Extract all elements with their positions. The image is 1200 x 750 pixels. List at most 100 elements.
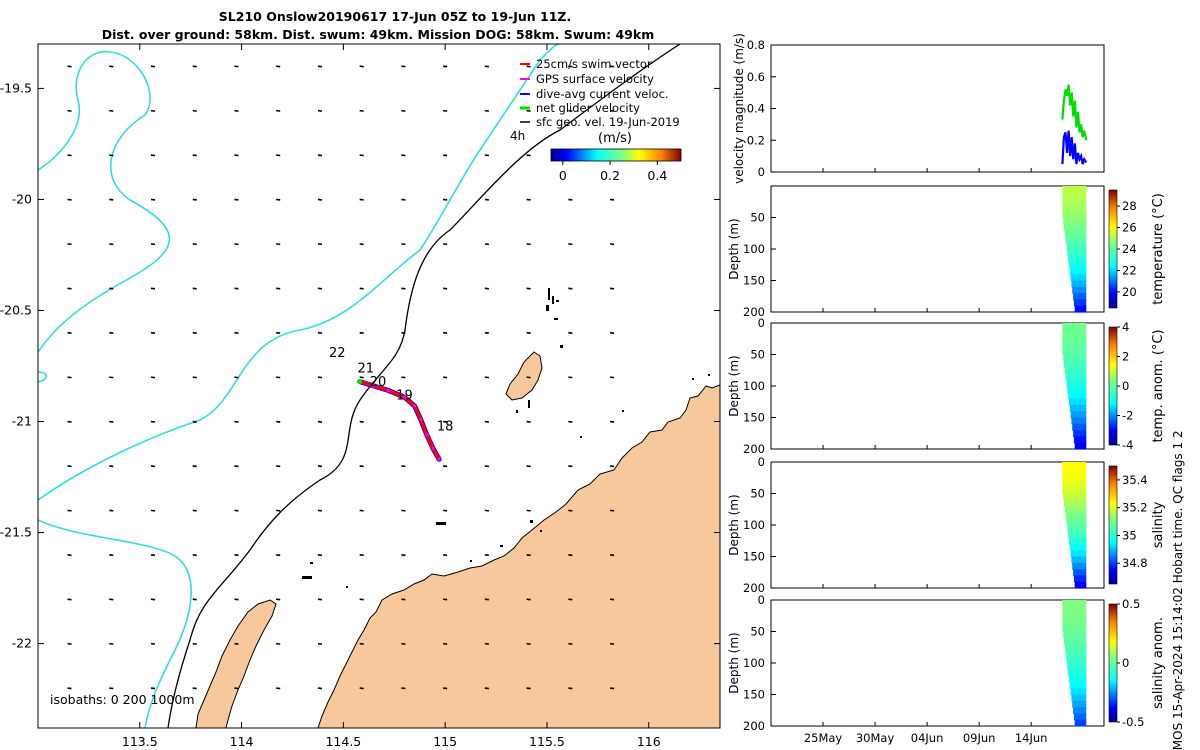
sfc-geo-velocity-arrow: [526, 553, 531, 557]
gps-fix-point: [372, 384, 376, 388]
heatmap-cell: [1062, 329, 1087, 337]
sfc-geo-velocity-arrow: [234, 243, 239, 246]
sfc-geo-velocity-arrow: [484, 331, 489, 334]
sfc-geo-velocity-arrow: [484, 420, 489, 423]
sfc-geo-velocity-arrow: [401, 553, 406, 557]
heatmap-cell: [1069, 267, 1087, 275]
sfc-geo-velocity-arrow: [109, 109, 114, 112]
sfc-geo-velocity-arrow: [443, 687, 448, 690]
sfc-geo-velocity-arrow: [484, 65, 489, 68]
sfc-geo-velocity-arrow: [234, 331, 239, 334]
heatmap-cell: [1071, 694, 1087, 702]
glider-track: [357, 379, 442, 462]
sfc-geo-velocity-arrow: [192, 109, 197, 112]
heatmap-cell: [1064, 367, 1087, 374]
sfc-geo-velocity-arrow: [359, 287, 364, 290]
sfc-geo-velocity-arrow: [609, 65, 615, 68]
panel-y-label: Depth (m): [727, 218, 741, 279]
colorbar-label: temperature (°C): [1151, 193, 1166, 305]
panel-y-tick-label: 50: [750, 487, 765, 501]
sfc-geo-velocity-arrow: [234, 598, 239, 601]
islets: [302, 288, 710, 588]
sfc-geo-velocity-arrow: [443, 376, 448, 379]
x-tick-label: 30May: [856, 731, 895, 745]
sfc-geo-velocity-arrow: [276, 65, 281, 68]
heatmap-cell: [1062, 462, 1087, 469]
heatmap-cell: [1062, 192, 1087, 200]
sfc-geo-velocity-arrow: [192, 642, 197, 645]
sfc-geo-velocity-arrow: [234, 509, 239, 512]
sfc-geo-velocity-arrow: [317, 465, 323, 468]
heatmap-cell: [1068, 255, 1087, 263]
heatmap-cell: [1064, 223, 1087, 231]
sfc-geo-velocity-arrow: [234, 154, 239, 157]
colorbar-label: salinity anom.: [1151, 617, 1166, 709]
sfc-geo-velocity-arrow: [150, 420, 156, 423]
sfc-geo-velocity-arrow: [401, 465, 406, 468]
panel-y-tick-label: 50: [750, 348, 765, 362]
sfc-geo-velocity-arrow: [276, 243, 281, 246]
panel-y-tick-label: 200: [743, 581, 765, 595]
map-y-tick-label: -20: [12, 191, 32, 206]
panel-5: 0 50 100 150 200 Depth (m) -0.5 0 0.5 salinity an…: [727, 593, 1166, 733]
colorbar-tick-label: 0: [1122, 379, 1129, 393]
sfc-geo-velocity-arrow: [526, 465, 531, 468]
sfc-geo-velocity-arrow: [317, 331, 323, 334]
gps-fix-point: [419, 417, 423, 421]
sfc-geo-velocity-arrow: [359, 198, 364, 201]
sfc-geo-velocity-arrow: [67, 465, 72, 468]
sfc-geo-velocity-arrow: [192, 243, 197, 246]
sfc-geo-velocity-arrow: [234, 553, 239, 557]
heatmap-cell: [1066, 656, 1087, 664]
time-step-label: 4h: [510, 129, 525, 143]
sfc-geo-velocity-arrow: [568, 465, 573, 468]
sfc-geo-velocity-arrow: [443, 109, 448, 112]
sfc-geo-velocity-arrow: [484, 553, 489, 557]
heatmap-cell: [1069, 543, 1087, 551]
sfc-geo-velocity-arrow: [109, 376, 114, 379]
sfc-geo-velocity-arrow: [192, 509, 197, 512]
sfc-geo-velocity-arrow: [150, 687, 156, 690]
sfc-geo-velocity-arrow: [401, 65, 406, 68]
sfc-geo-velocity-arrow: [568, 376, 573, 379]
heatmap-cell: [1062, 323, 1087, 330]
colorbar-title: (m/s): [598, 131, 632, 146]
map-frame: [37, 43, 721, 729]
heatmap-cell: [1072, 286, 1087, 294]
sfc-geo-velocity-arrow: [443, 420, 448, 423]
panel-y-tick-label: 200: [743, 305, 765, 319]
map-y-tick-label: -20.5: [0, 302, 32, 317]
sfc-geo-velocity-arrow: [526, 198, 531, 201]
sfc-geo-velocity-arrow: [443, 154, 448, 157]
sfc-geo-velocity-arrow: [234, 65, 239, 68]
panel-y-tick-label: 100: [743, 656, 765, 670]
sfc-geo-velocity-arrow: [276, 376, 281, 379]
colorbar-tick-label: 35.2: [1122, 501, 1148, 515]
sfc-geo-velocity-arrow: [234, 198, 239, 201]
sfc-geo-velocity-arrow: [443, 598, 448, 601]
sfc-geo-velocity-arrow: [109, 687, 114, 690]
panel-y-tick-label: 0: [758, 593, 765, 607]
sfc-geo-velocity-arrow: [526, 598, 531, 601]
sfc-geo-velocity-arrow: [150, 65, 156, 68]
colorbar-tick-label: 35: [1122, 528, 1137, 542]
sfc-geo-velocity-arrow: [192, 331, 197, 334]
sfc-geo-velocity-arrow: [276, 509, 281, 512]
sfc-geo-velocity-arrow: [317, 687, 323, 690]
sfc-geo-velocity-arrow: [401, 154, 406, 157]
sfc-geo-velocity-arrow: [359, 376, 364, 379]
svg-text:25cm/s swim vector: 25cm/s swim vector: [536, 57, 652, 71]
gps-fix-point: [413, 404, 417, 408]
sfc-geo-velocity-arrow: [484, 642, 489, 645]
map-subtitle: Dist. over ground: 58km. Dist. swum: 49k…: [102, 27, 655, 42]
panel-y-tick-label: 0: [758, 316, 765, 330]
sfc-geo-velocity-arrow: [276, 287, 281, 290]
map-colorbar-ticks: 0 0.2 0.4: [559, 161, 667, 183]
sfc-geo-velocity-arrow: [568, 65, 573, 68]
heatmap-cell: [1068, 392, 1087, 400]
sfc-geo-velocity-arrow: [609, 376, 615, 379]
sfc-geo-velocity-arrow: [150, 109, 156, 112]
sfc-geo-velocity-arrow: [150, 509, 156, 512]
panel-frame: [770, 44, 1105, 173]
